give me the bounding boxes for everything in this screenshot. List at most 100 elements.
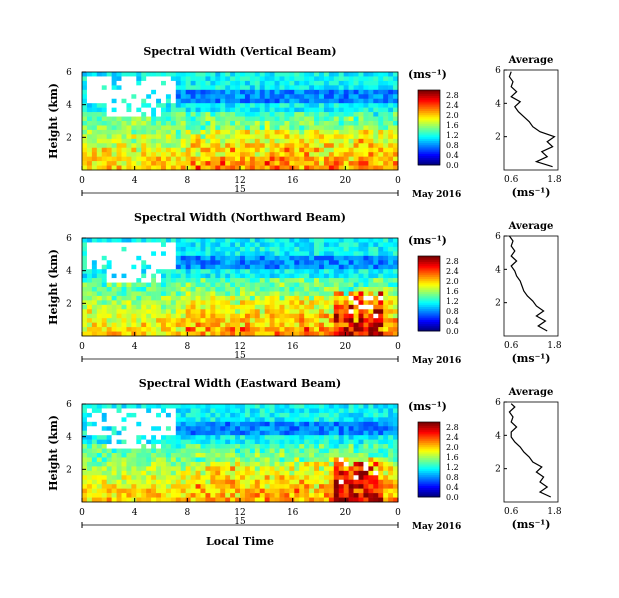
heatmap-cell bbox=[156, 251, 162, 257]
colorbar-tick-label: 2.0 bbox=[446, 111, 459, 120]
heatmap-cell bbox=[284, 143, 290, 149]
heatmap-cell bbox=[244, 444, 251, 449]
heatmap-cell bbox=[254, 152, 261, 157]
heatmap-cell bbox=[82, 322, 88, 328]
heatmap-cell bbox=[230, 80, 236, 86]
heatmap-cell bbox=[146, 488, 152, 494]
heatmap-cell bbox=[289, 417, 295, 423]
heatmap-cell bbox=[101, 121, 107, 126]
heatmap-cell bbox=[338, 479, 344, 485]
heatmap-cell bbox=[333, 466, 340, 472]
heatmap-cell bbox=[225, 251, 231, 257]
heatmap-cell bbox=[304, 439, 310, 445]
heatmap-cell bbox=[86, 251, 93, 257]
heatmap-cell bbox=[309, 295, 315, 301]
heatmap-cell bbox=[190, 129, 196, 135]
heatmap-cell bbox=[244, 493, 251, 498]
heatmap-cell bbox=[363, 470, 369, 476]
heatmap-cell bbox=[299, 497, 305, 503]
heatmap-cell bbox=[225, 138, 231, 144]
heatmap-cell bbox=[190, 282, 196, 288]
heatmap-cell bbox=[274, 453, 280, 458]
heatmap-cell bbox=[378, 76, 384, 82]
heatmap-cell bbox=[96, 246, 103, 252]
heatmap-cell bbox=[249, 116, 256, 122]
colorbar-segment bbox=[418, 463, 440, 466]
heatmap-cell bbox=[363, 94, 369, 100]
heatmap-cell bbox=[368, 80, 374, 86]
heatmap-cell bbox=[175, 444, 182, 449]
heatmap-cell bbox=[299, 448, 305, 454]
heatmap-cell bbox=[180, 116, 186, 122]
heatmap-cell bbox=[259, 412, 265, 418]
heatmap-cell bbox=[269, 152, 275, 157]
heatmap-cell bbox=[319, 251, 325, 257]
heatmap-cell bbox=[319, 300, 325, 306]
heatmap-cell bbox=[106, 412, 112, 418]
heatmap-cell bbox=[126, 417, 132, 423]
heatmap-cell bbox=[141, 448, 147, 454]
heatmap-cell bbox=[225, 129, 231, 135]
heatmap-cell bbox=[205, 421, 211, 427]
heatmap-cell bbox=[86, 309, 93, 315]
heatmap-cell bbox=[240, 470, 246, 476]
heatmap-cell bbox=[353, 322, 359, 328]
heatmap-cell bbox=[309, 242, 315, 248]
heatmap-cell bbox=[328, 291, 335, 297]
heatmap-cell bbox=[205, 269, 211, 274]
heatmap-cell bbox=[136, 242, 142, 248]
heatmap-cell bbox=[165, 484, 172, 489]
heatmap-cell bbox=[131, 273, 137, 279]
colorbar-segment bbox=[418, 159, 440, 162]
heatmap-cell bbox=[383, 134, 389, 140]
heatmap-cell bbox=[249, 497, 256, 503]
heatmap-cell bbox=[388, 147, 394, 153]
heatmap-cell bbox=[269, 497, 275, 503]
heatmap-cell bbox=[116, 246, 122, 252]
heatmap-cell bbox=[146, 287, 152, 292]
heatmap-cell bbox=[131, 475, 137, 481]
heatmap-cell bbox=[289, 134, 295, 140]
heatmap-cell bbox=[383, 479, 389, 485]
heatmap-cell bbox=[249, 461, 256, 467]
heatmap-cell bbox=[269, 134, 275, 140]
heatmap-cell bbox=[299, 269, 305, 274]
heatmap-cell bbox=[101, 72, 107, 77]
heatmap-cell bbox=[190, 461, 196, 467]
heatmap-cell bbox=[146, 161, 152, 166]
heatmap-cell bbox=[225, 238, 231, 243]
heatmap-cell bbox=[358, 287, 364, 292]
heatmap-cell bbox=[368, 484, 374, 489]
heatmap-cell bbox=[383, 269, 389, 274]
heatmap-cell bbox=[289, 479, 295, 485]
heatmap-cell bbox=[304, 103, 310, 108]
heatmap-cell bbox=[215, 444, 221, 449]
heatmap-cell bbox=[378, 453, 384, 458]
heatmap-cell bbox=[388, 103, 394, 108]
heatmap-cell bbox=[210, 426, 216, 432]
heatmap-cell bbox=[185, 304, 191, 310]
heatmap-cell bbox=[274, 143, 280, 149]
heatmap-cell bbox=[269, 80, 275, 86]
heatmap-cell bbox=[195, 421, 201, 427]
heatmap-cell bbox=[116, 80, 122, 86]
heatmap-cell bbox=[348, 318, 354, 323]
heatmap-cell bbox=[220, 470, 226, 476]
heatmap-cell bbox=[363, 313, 369, 319]
heatmap-cell bbox=[289, 103, 295, 108]
heatmap-cell bbox=[249, 103, 256, 108]
heatmap-cell bbox=[170, 444, 177, 449]
heatmap-cell bbox=[309, 448, 315, 454]
heatmap-cell bbox=[264, 282, 270, 288]
heatmap-cell bbox=[269, 264, 275, 270]
heatmap-cell bbox=[165, 461, 172, 467]
heatmap-cell bbox=[289, 94, 295, 100]
heatmap-cell bbox=[314, 295, 320, 301]
heatmap-cell bbox=[348, 278, 354, 283]
heatmap-cell bbox=[225, 318, 231, 323]
heatmap-cell bbox=[91, 453, 98, 458]
heatmap-cell bbox=[96, 304, 103, 310]
heatmap-cell bbox=[383, 129, 389, 135]
heatmap-cell bbox=[388, 322, 394, 328]
heatmap-cell bbox=[363, 80, 369, 86]
